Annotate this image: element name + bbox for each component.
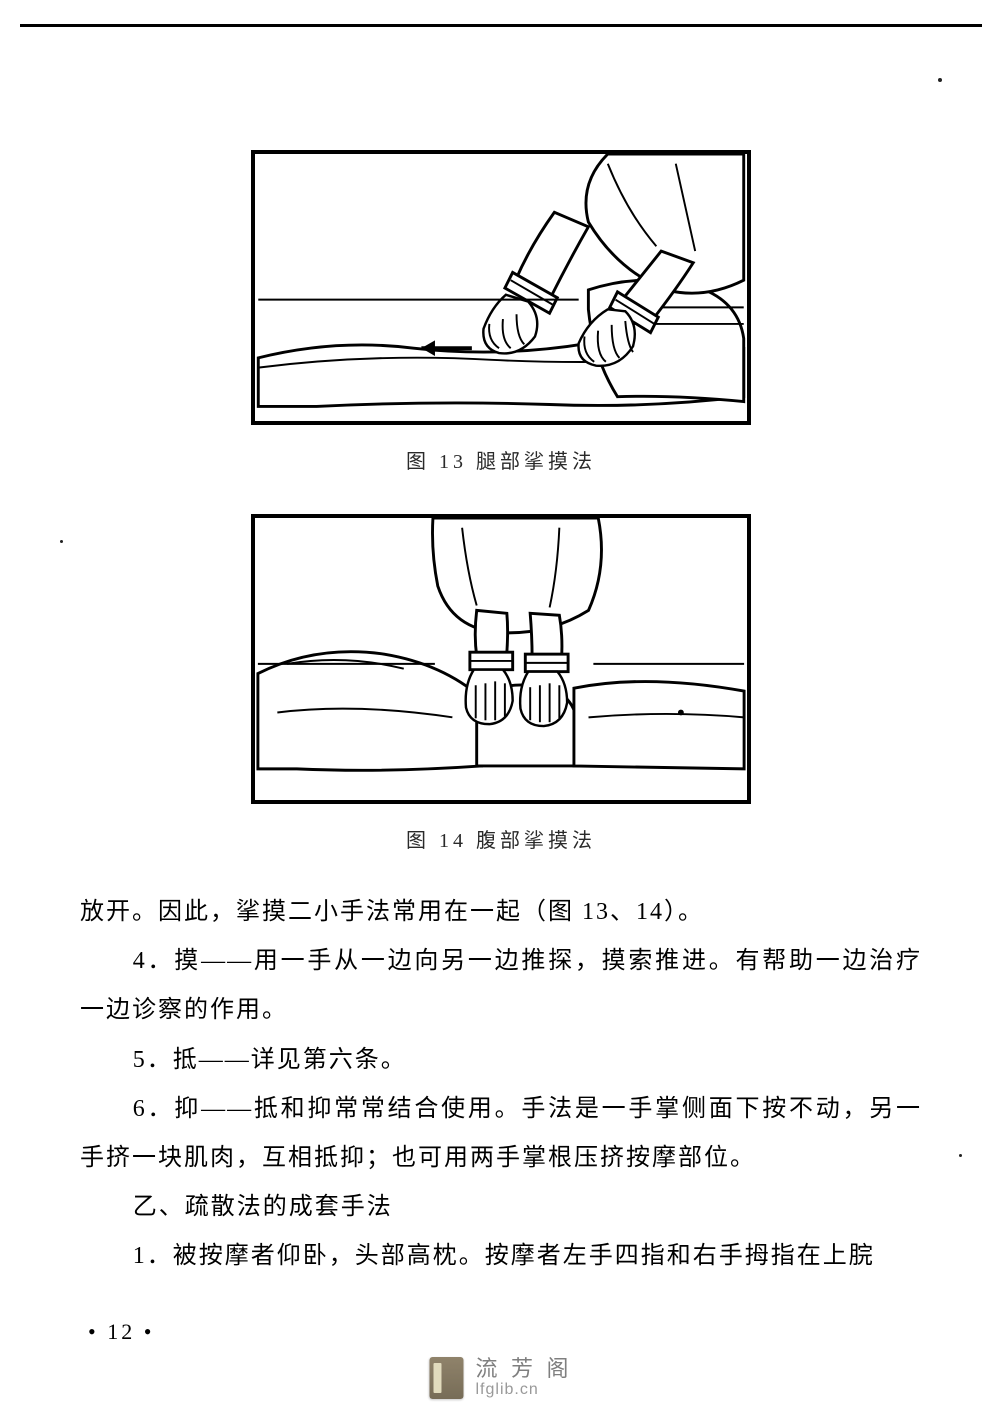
paragraph-5: 乙、疏散法的成套手法 [80, 1183, 922, 1232]
figure-13-box [251, 150, 751, 425]
watermark-en: lfglib.cn [475, 1381, 572, 1399]
speck [60, 540, 63, 543]
watermark: 流 芳 阁 lfglib.cn [429, 1357, 572, 1399]
paragraph-1: 放开。因此，挲摸二小手法常用在一起（图 13、14）。 [80, 888, 922, 937]
figure-14-caption: 图 14 腹部挲摸法 [80, 824, 922, 853]
top-border-rule [20, 24, 982, 27]
figure-14-box [251, 514, 751, 804]
watermark-text: 流 芳 阁 lfglib.cn [475, 1357, 572, 1399]
figure-14-illustration [255, 518, 747, 800]
figure-13-caption: 图 13 腿部挲摸法 [80, 445, 922, 474]
watermark-book-icon [429, 1357, 463, 1399]
page: 图 13 腿部挲摸法 [0, 0, 1002, 1417]
watermark-cn: 流 芳 阁 [475, 1357, 572, 1381]
body-text: 放开。因此，挲摸二小手法常用在一起（图 13、14）。 4．摸——用一手从一边向… [80, 888, 922, 1282]
paragraph-4: 6．抑——抵和抑常常结合使用。手法是一手掌侧面下按不动，另一手挤一块肌肉，互相抵… [80, 1085, 922, 1183]
speck [959, 1154, 962, 1157]
paragraph-2: 4．摸——用一手从一边向另一边推探，摸索推进。有帮助一边治疗一边诊察的作用。 [80, 937, 922, 1035]
paragraph-6: 1．被按摩者仰卧，头部高枕。按摩者左手四指和右手拇指在上脘 [80, 1232, 922, 1281]
content-area: 图 13 腿部挲摸法 [80, 120, 922, 1282]
page-number: • 12 • [88, 1319, 154, 1345]
paragraph-3: 5．抵——详见第六条。 [80, 1036, 922, 1085]
speck [938, 78, 942, 82]
figure-13-illustration [255, 154, 747, 421]
